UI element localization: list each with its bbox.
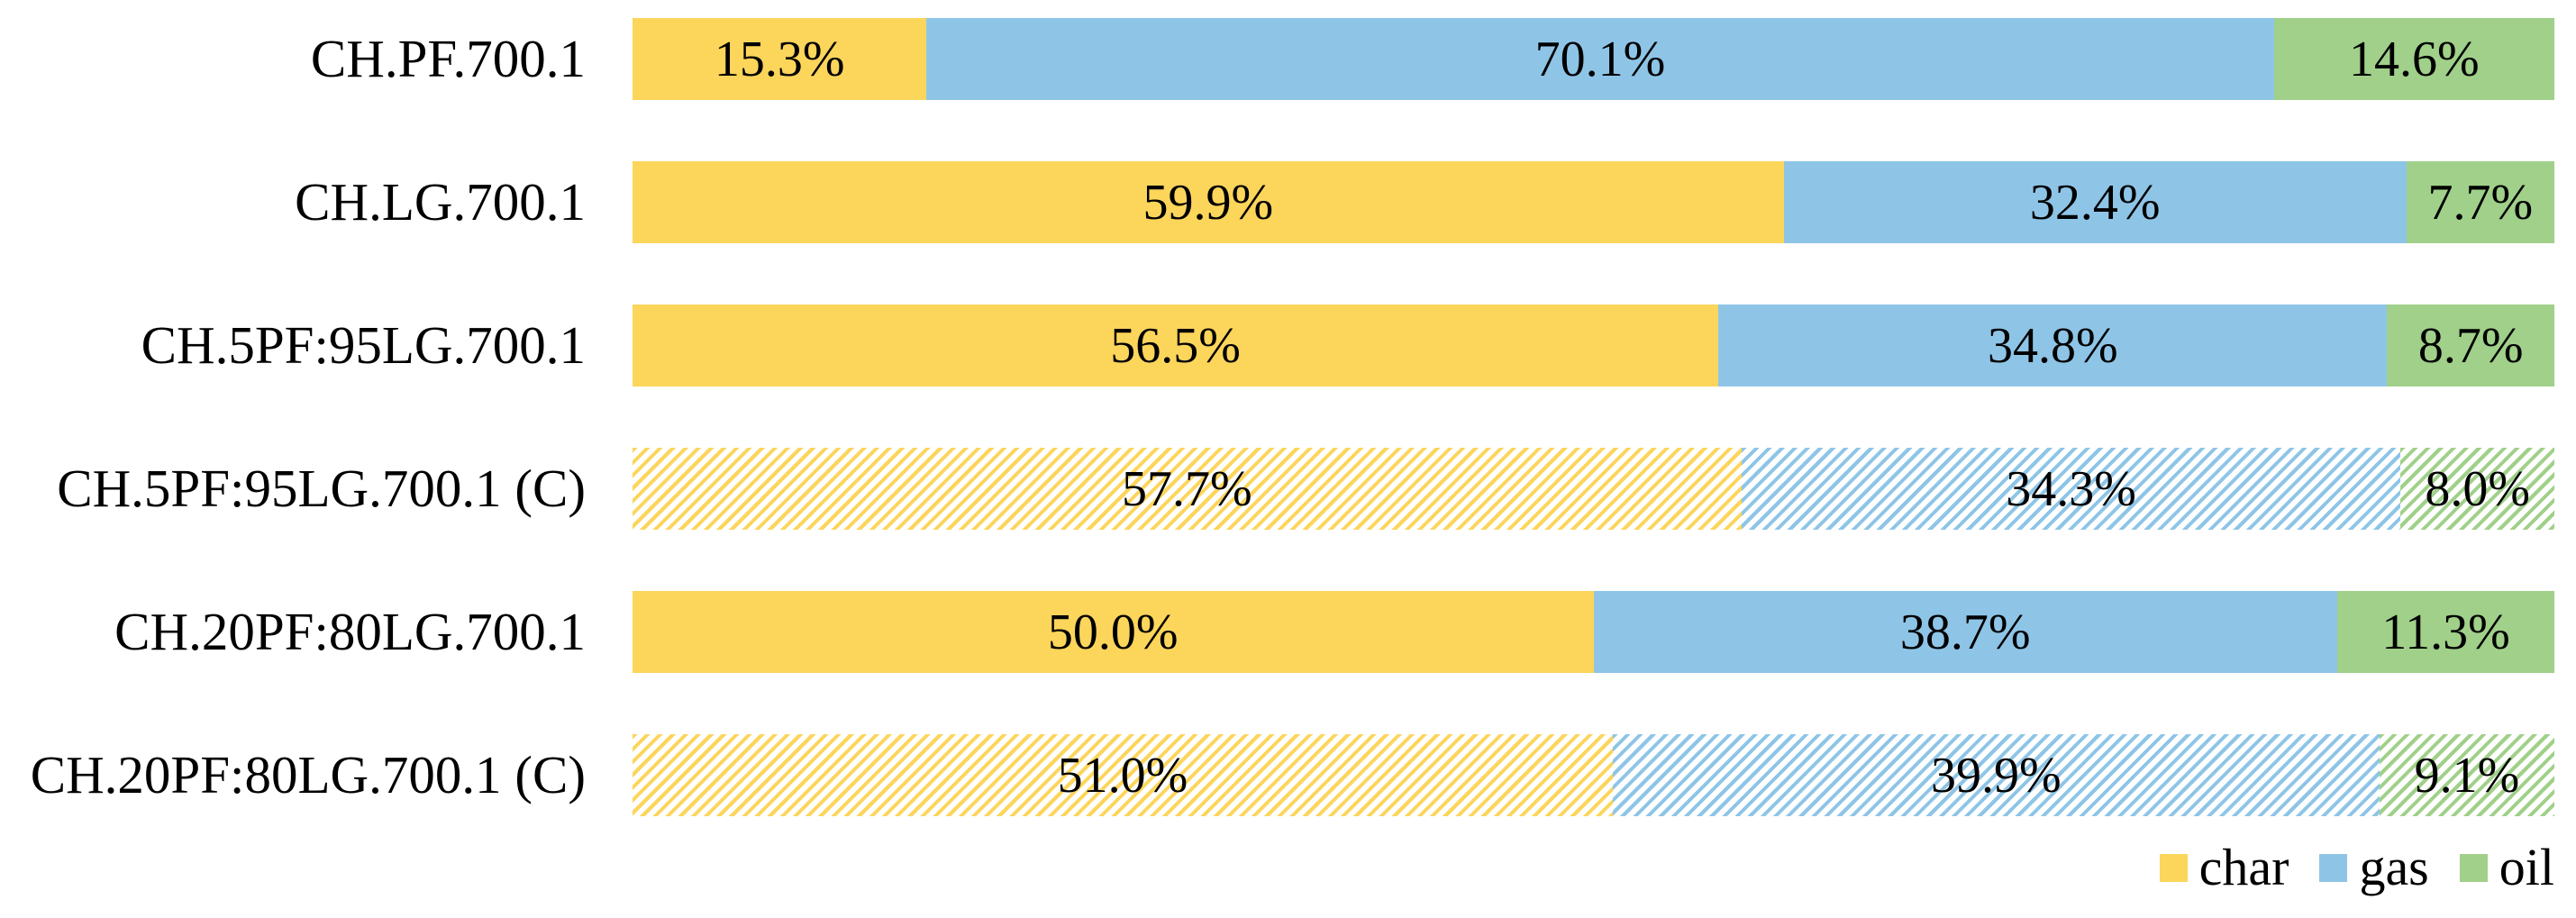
bar-segment-oil: 7.7% xyxy=(2406,161,2554,243)
bar-segment-gas: 39.9% xyxy=(1612,734,2380,816)
bar-segment-gas: 34.3% xyxy=(1741,448,2401,530)
legend-label: gas xyxy=(2359,838,2429,896)
legend-swatch-char-icon xyxy=(2159,853,2188,882)
segment-value-label: 34.8% xyxy=(1987,317,2118,374)
segment-value-label: 15.3% xyxy=(714,31,845,87)
chart-row: CH.20PF:80LG.700.1 (C) 51.0% 39.9% 9.1% xyxy=(0,734,2576,816)
segment-value-label: 11.3% xyxy=(2381,604,2510,660)
bar-segment-gas: 32.4% xyxy=(1783,161,2407,243)
segment-value-label: 8.0% xyxy=(2425,460,2530,517)
bar-segment-char: 50.0% xyxy=(633,591,1594,673)
bar-segment-char: 57.7% xyxy=(633,448,1742,530)
legend-item-char: char xyxy=(2159,838,2289,896)
chart-row: CH.LG.700.1 59.9% 32.4% 7.7% xyxy=(0,161,2576,243)
category-label: CH.PF.700.1 xyxy=(310,29,586,88)
chart-row: CH.5PF:95LG.700.1 (C) 57.7% 34.3% 8.0% xyxy=(0,448,2576,530)
bar-segment-gas: 34.8% xyxy=(1718,304,2388,386)
bar-segment-char: 59.9% xyxy=(633,161,1784,243)
segment-value-label: 32.4% xyxy=(2029,174,2161,231)
segment-value-label: 56.5% xyxy=(1110,317,1241,374)
segment-value-label: 39.9% xyxy=(1931,747,2062,804)
category-label: CH.5PF:95LG.700.1 xyxy=(141,315,586,375)
bar-segment-char: 51.0% xyxy=(633,734,1613,816)
segment-value-label: 7.7% xyxy=(2427,174,2534,231)
bar-group: 51.0% 39.9% 9.1% xyxy=(633,734,2554,816)
stacked-bar-chart: CH.PF.700.1 15.3% 70.1% 14.6% CH.LG.700.1 59.… xyxy=(0,18,2576,877)
bar-segment-oil: 8.7% xyxy=(2387,304,2554,386)
legend-item-oil: oil xyxy=(2459,838,2554,896)
chart-legend: char gas oil xyxy=(2159,838,2554,896)
segment-value-label: 51.0% xyxy=(1057,747,1188,804)
bar-segment-oil: 14.6% xyxy=(2273,18,2554,100)
legend-item-gas: gas xyxy=(2319,838,2429,896)
bar-group: 15.3% 70.1% 14.6% xyxy=(633,18,2554,100)
segment-value-label: 70.1% xyxy=(1534,31,1666,87)
legend-swatch-gas-icon xyxy=(2319,853,2348,882)
legend-label: char xyxy=(2198,838,2289,896)
chart-row: CH.20PF:80LG.700.1 50.0% 38.7% 11.3% xyxy=(0,591,2576,673)
bar-group: 59.9% 32.4% 7.7% xyxy=(633,161,2554,243)
bar-segment-char: 56.5% xyxy=(633,304,1719,386)
bar-segment-gas: 38.7% xyxy=(1593,591,2337,673)
bar-group: 50.0% 38.7% 11.3% xyxy=(633,591,2554,673)
bar-segment-char: 15.3% xyxy=(633,18,927,100)
chart-row: CH.PF.700.1 15.3% 70.1% 14.6% xyxy=(0,18,2576,100)
chart-row: CH.5PF:95LG.700.1 56.5% 34.8% 8.7% xyxy=(0,304,2576,386)
segment-value-label: 14.6% xyxy=(2348,31,2480,87)
bar-group: 57.7% 34.3% 8.0% xyxy=(633,448,2554,530)
segment-value-label: 38.7% xyxy=(1899,604,2031,660)
category-label: CH.20PF:80LG.700.1 xyxy=(114,602,586,661)
segment-value-label: 8.7% xyxy=(2417,317,2524,374)
segment-value-label: 50.0% xyxy=(1047,604,1179,660)
bar-segment-oil: 8.0% xyxy=(2400,448,2554,530)
category-label: CH.20PF:80LG.700.1 (C) xyxy=(30,745,586,804)
category-label: CH.5PF:95LG.700.1 (C) xyxy=(57,459,586,518)
legend-label: oil xyxy=(2499,838,2554,896)
category-label: CH.LG.700.1 xyxy=(295,172,586,232)
segment-value-label: 57.7% xyxy=(1122,460,1252,517)
legend-swatch-oil-icon xyxy=(2459,853,2488,882)
bar-segment-gas: 70.1% xyxy=(926,18,2274,100)
bar-segment-oil: 9.1% xyxy=(2379,734,2554,816)
bar-segment-oil: 11.3% xyxy=(2336,591,2554,673)
bar-group: 56.5% 34.8% 8.7% xyxy=(633,304,2554,386)
segment-value-label: 34.3% xyxy=(2006,460,2136,517)
segment-value-label: 59.9% xyxy=(1142,174,1274,231)
segment-value-label: 9.1% xyxy=(2414,747,2520,804)
